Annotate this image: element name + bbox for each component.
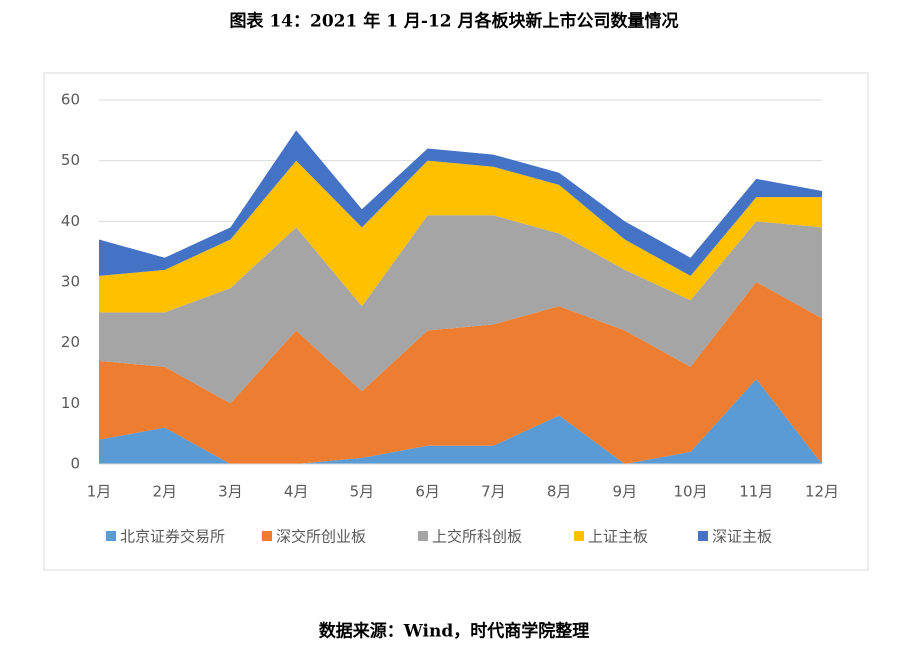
area (99, 160, 822, 313)
legend-label: 北京证券交易所 (120, 528, 225, 546)
x-tick-label: 12月 (805, 483, 839, 501)
x-tick-label: 5月 (350, 483, 375, 501)
area (99, 215, 822, 404)
area (99, 379, 822, 464)
legend-swatch (106, 531, 116, 541)
area (99, 130, 822, 276)
x-tick-label: 11月 (739, 483, 773, 501)
y-tick-label: 10 (61, 394, 80, 412)
x-tick-label: 2月 (152, 483, 177, 501)
x-tick-label: 7月 (481, 483, 506, 501)
y-tick-label: 50 (61, 151, 80, 169)
y-tick-label: 60 (61, 91, 80, 109)
legend-swatch (698, 531, 708, 541)
x-tick-label: 9月 (613, 483, 638, 501)
legend-label: 深交所创业板 (276, 528, 366, 546)
chart-title: 图表 14：2021 年 1 月-12 月各板块新上市公司数量情况 (229, 11, 678, 32)
x-tick-label: 1月 (87, 483, 112, 501)
legend-label: 上交所科创板 (432, 528, 522, 546)
legend-swatch (574, 531, 584, 541)
source-note: 数据来源：Wind，时代商学院整理 (319, 621, 590, 642)
y-tick-label: 40 (61, 212, 80, 230)
x-tick-label: 10月 (673, 483, 707, 501)
y-tick-label: 20 (61, 333, 80, 351)
area (99, 282, 822, 464)
legend-swatch (262, 531, 272, 541)
legend-swatch (418, 531, 428, 541)
legend-label: 深证主板 (712, 528, 772, 546)
legend-label: 上证主板 (588, 528, 648, 546)
y-tick-label: 30 (61, 273, 80, 291)
x-tick-label: 8月 (547, 483, 572, 501)
y-tick-label: 0 (70, 455, 80, 473)
x-tick-label: 4月 (284, 483, 309, 501)
x-tick-label: 3月 (218, 483, 243, 501)
x-tick-label: 6月 (415, 483, 440, 501)
